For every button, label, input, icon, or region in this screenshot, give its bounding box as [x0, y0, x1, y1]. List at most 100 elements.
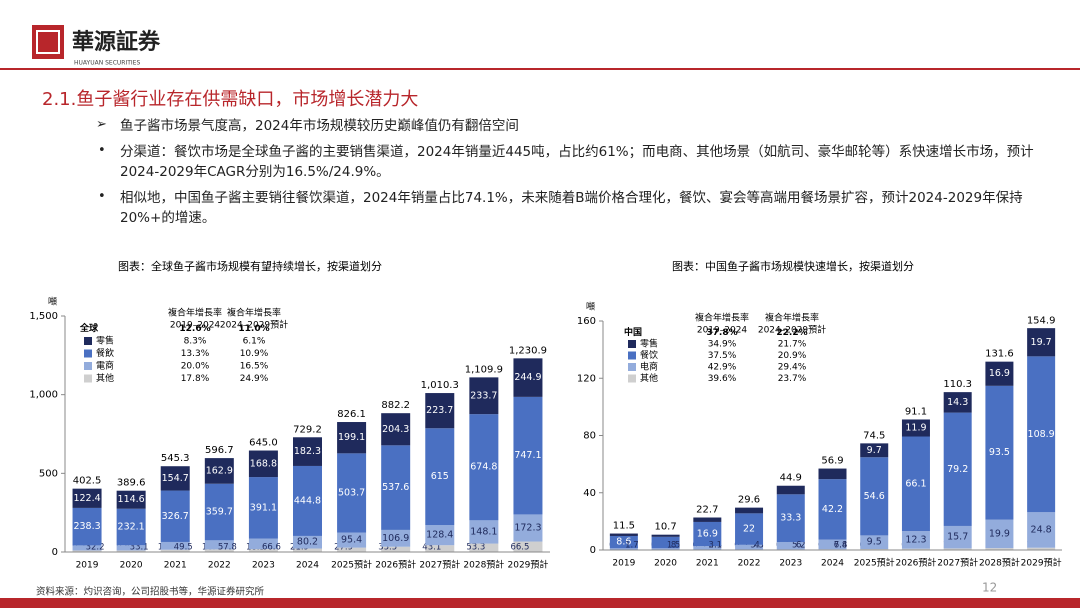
legend-total-name: 全球: [79, 322, 99, 334]
x-tick-label: 2027預計: [937, 557, 978, 569]
segment-label: 223.7: [426, 405, 453, 416]
x-tick-label: 2024: [821, 559, 844, 569]
y-tick-label: 0: [590, 545, 596, 556]
total-label: 826.1: [337, 409, 366, 420]
x-tick-label: 2022: [738, 559, 761, 569]
bar-segment: [651, 536, 680, 549]
segment-label: 128.4: [426, 530, 453, 541]
segment-label: 122.4: [73, 493, 100, 504]
page-number: 12: [982, 581, 997, 595]
bar-segment: [985, 385, 1014, 520]
legend-rate: 24.9%: [240, 374, 269, 384]
x-tick-label: 2029預計: [508, 559, 549, 571]
legend-swatch: [84, 362, 92, 370]
legend-swatch: [628, 351, 636, 360]
segment-label: 747.1: [514, 450, 541, 461]
legend-total-rate: 12.6%: [179, 324, 210, 334]
x-tick-label: 2021: [696, 559, 719, 569]
x-tick-label: 2023: [252, 561, 275, 571]
legend-name: 零售: [640, 338, 658, 350]
segment-label: 57.8: [218, 543, 237, 553]
legend-rate: 17.8%: [181, 374, 210, 384]
bar-segment: [693, 517, 722, 522]
segment-label: 162.9: [206, 465, 233, 476]
segment-label: 80.2: [297, 537, 318, 548]
bar-segment: [985, 519, 1014, 549]
total-label: 110.3: [943, 379, 972, 390]
total-label: 389.6: [117, 478, 146, 489]
legend-period: 2019–2024: [697, 326, 748, 336]
segment-label: 391.1: [250, 502, 277, 513]
bar-segment: [776, 494, 805, 542]
segment-label: 19.7: [1031, 337, 1052, 348]
x-tick-label: 2019: [612, 559, 635, 569]
bar-segment: [609, 548, 638, 550]
total-label: 10.7: [654, 522, 676, 533]
chart-title: 图表：中国鱼子酱市场规模快速增长，按渠道划分: [672, 259, 914, 273]
bar-segment: [860, 443, 889, 458]
legend-name: 零售: [96, 335, 114, 347]
total-label: 1,010.3: [421, 380, 459, 391]
bar-segment: [116, 508, 146, 546]
total-label: 882.2: [381, 400, 410, 411]
segment-label: 8.6: [616, 537, 631, 548]
x-tick-label: 2025預計: [854, 557, 895, 569]
legend-name: 餐飲: [96, 347, 114, 359]
bar-segment: [818, 539, 847, 550]
segment-label: 24.8: [1031, 524, 1052, 535]
bar-segment: [513, 514, 543, 542]
x-tick-label: 2023: [779, 559, 802, 569]
segment-label: 3.3: [750, 541, 764, 551]
total-label: 29.6: [738, 495, 760, 506]
total-label: 22.7: [696, 505, 718, 516]
unit-label: 噸: [48, 296, 57, 308]
legend-rate: 13.3%: [181, 349, 210, 359]
bar-segment: [693, 546, 722, 550]
legend-name: 其他: [96, 372, 114, 384]
bar-segment: [469, 414, 499, 521]
x-tick-label: 2028預計: [979, 557, 1020, 569]
bar-segment: [943, 548, 972, 550]
bar-segment: [1027, 356, 1056, 513]
x-tick-label: 2027預計: [419, 559, 460, 571]
bar-segment: [735, 507, 764, 514]
bar-segment: [735, 513, 764, 545]
bar-segment: [860, 548, 889, 550]
segment-label: 93.5: [989, 447, 1010, 458]
total-label: 11.5: [613, 521, 635, 532]
x-tick-label: 2025預計: [331, 559, 372, 571]
segment-label: 32.2: [86, 543, 105, 553]
segment-label: 66.1: [905, 478, 926, 489]
segment-label: 15.7: [947, 532, 968, 543]
bar-segment: [160, 466, 190, 491]
legend-total-rate: 22.2%: [776, 328, 807, 338]
bar-segment: [337, 532, 367, 548]
segment-label: 11.9: [905, 422, 926, 433]
bar-segment: [116, 490, 146, 509]
x-tick-label: 2020: [654, 559, 677, 569]
segment-label: 43.1: [422, 543, 441, 553]
segment-label: 42.2: [822, 504, 843, 515]
segment-label: 148.1: [470, 526, 497, 537]
legend-rate: 6.1%: [243, 337, 266, 347]
legend-period: 2024–2029預計: [220, 319, 288, 331]
segment-label: 1.5: [667, 541, 681, 551]
bar-segment: [425, 545, 455, 552]
bar-segment: [248, 477, 278, 539]
logo-text: 華源証券: [72, 29, 161, 55]
segment-label: 5.2: [792, 541, 806, 551]
bar-segment: [116, 545, 146, 551]
bar-segment: [204, 458, 234, 484]
total-label: 729.2: [293, 424, 322, 435]
bar-segment: [1027, 547, 1056, 550]
x-tick-label: 2021: [164, 561, 187, 571]
bar-segment: [513, 541, 543, 552]
segment-label: 49.5: [174, 543, 193, 553]
dot-bullet: •: [98, 189, 106, 204]
x-tick-label: 2029預計: [1021, 557, 1062, 569]
total-label: 56.9: [821, 456, 843, 467]
bullet-text: 分渠道：餐饮市场是全球鱼子酱的主要销售渠道，2024年销量近445吨，占比约61…: [120, 144, 1034, 180]
segment-label: 359.7: [206, 507, 233, 518]
bar-segment: [160, 541, 190, 550]
segment-label: 79.2: [947, 464, 968, 475]
